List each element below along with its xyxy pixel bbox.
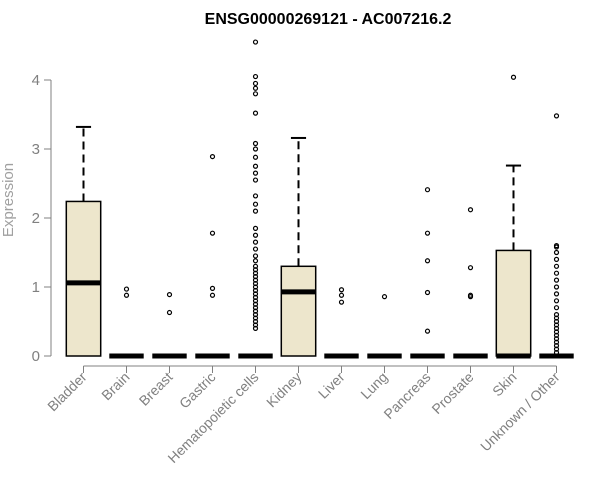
- outlier-point: [252, 146, 259, 152]
- outlier-point: [252, 39, 259, 45]
- outlier-point: [209, 292, 216, 298]
- y-tick-label: 2: [32, 210, 40, 227]
- outlier-point: [252, 140, 259, 147]
- outlier-point: [123, 292, 130, 298]
- outlier-point: [338, 292, 345, 298]
- x-tick-label: Bladder: [44, 369, 90, 415]
- outlier-point: [424, 258, 431, 264]
- outlier-point: [467, 292, 474, 298]
- outlier-point: [553, 249, 560, 256]
- box-0: [65, 125, 102, 357]
- outlier-point: [252, 201, 259, 207]
- outlier-point: [252, 177, 259, 183]
- outlier-point: [252, 80, 259, 87]
- outlier-point: [553, 305, 560, 311]
- outlier-point: [553, 298, 560, 304]
- outlier-point: [424, 289, 431, 296]
- outlier-point: [381, 294, 388, 300]
- outlier-point: [424, 187, 431, 193]
- outlier-point: [553, 291, 560, 297]
- outlier-point: [252, 253, 259, 259]
- outlier-point: [252, 163, 259, 169]
- box-iqr: [495, 249, 532, 357]
- outlier-point: [166, 291, 173, 298]
- box-iqr: [65, 200, 102, 357]
- outlier-point: [252, 246, 259, 252]
- outlier-point: [553, 312, 560, 318]
- outlier-point: [252, 170, 259, 176]
- x-tick-label: Breast: [136, 369, 176, 409]
- outlier-point: [252, 85, 259, 91]
- outlier-point: [252, 91, 259, 97]
- outlier-point: [166, 309, 173, 316]
- x-tick-label: Unknown / Other: [477, 369, 563, 455]
- x-tick-label: Prostate: [428, 369, 476, 417]
- boxes-layer: [65, 125, 574, 359]
- chart-title: ENSG00000269121 - AC007216.2: [205, 11, 452, 28]
- y-tick-label: 0: [32, 348, 40, 365]
- outlier-point: [209, 230, 216, 236]
- outlier-point: [252, 225, 259, 231]
- box-10: [495, 164, 532, 359]
- outlier-point: [252, 73, 259, 80]
- x-tick-label: Gastric: [176, 369, 219, 412]
- outlier-point: [424, 328, 431, 334]
- outlier-point: [338, 299, 345, 305]
- outlier-point: [553, 243, 560, 249]
- y-tick-label: 4: [32, 72, 40, 89]
- outlier-point: [510, 74, 517, 80]
- y-axis: 0 1 2 3 4: [32, 72, 52, 365]
- outlier-point: [553, 270, 560, 276]
- x-tick-label: Lung: [357, 369, 390, 402]
- outlier-point: [252, 239, 259, 245]
- outlier-point: [338, 287, 345, 293]
- outlier-point: [553, 284, 560, 290]
- outlier-point: [209, 153, 216, 160]
- outlier-point: [553, 263, 560, 269]
- outlier-point: [252, 258, 259, 264]
- x-tick-label: Brain: [98, 369, 132, 403]
- y-axis-title: Expression: [0, 163, 17, 237]
- box-iqr: [280, 265, 317, 357]
- outlier-point: [252, 232, 259, 238]
- outlier-point: [252, 110, 259, 116]
- x-tick-label: Skin: [489, 369, 520, 400]
- y-tick-label: 3: [32, 141, 40, 158]
- outlier-point: [252, 154, 259, 160]
- outlier-point: [123, 286, 130, 292]
- outlier-point: [424, 230, 431, 236]
- outlier-point: [467, 207, 474, 213]
- x-tick-label: Liver: [315, 369, 348, 402]
- outlier-point: [252, 193, 259, 199]
- box-5: [280, 136, 317, 357]
- x-tick-label: Pancreas: [380, 369, 433, 422]
- outlier-point: [553, 113, 560, 119]
- outlier-point: [252, 208, 259, 214]
- outlier-point: [209, 285, 216, 291]
- x-tick-label: Kidney: [263, 369, 305, 411]
- outliers-layer: [123, 39, 560, 356]
- outlier-point: [553, 256, 560, 262]
- y-tick-label: 1: [32, 279, 40, 296]
- outlier-point: [553, 277, 560, 283]
- outlier-point: [467, 265, 474, 271]
- outlier-point: [252, 263, 259, 269]
